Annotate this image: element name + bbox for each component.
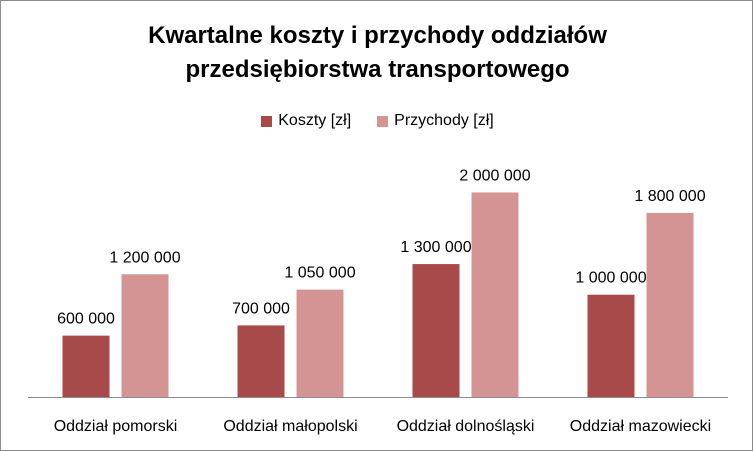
bar-koszty-1 (237, 325, 285, 397)
bar-przychody-2 (471, 192, 519, 397)
bar-koszty-2 (412, 264, 460, 397)
legend-label-przychody: Przychody [zł] (394, 112, 494, 129)
x-tick-label-1: Oddział małopolski (223, 418, 357, 435)
bar-przychody-0 (121, 274, 169, 397)
data-label-koszty-1: 700 000 (232, 300, 290, 317)
data-label-przychody-2: 2 000 000 (459, 167, 530, 184)
legend-item-przychody: Przychody [zł] (377, 112, 494, 130)
data-label-przychody-1: 1 050 000 (284, 265, 355, 282)
x-tick-label-2: Oddział dolnośląski (397, 418, 535, 435)
chart-legend: Koszty [zł] Przychody [zł] (1, 112, 753, 130)
bar-przychody-1 (296, 289, 344, 397)
legend-item-koszty: Koszty [zł] (261, 112, 351, 130)
data-label-koszty-3: 1 000 000 (575, 270, 646, 287)
x-tick-label-0: Oddział pomorski (54, 418, 178, 435)
data-label-koszty-0: 600 000 (57, 311, 115, 328)
data-label-przychody-0: 1 200 000 (109, 249, 180, 266)
legend-swatch-przychody (377, 115, 389, 127)
data-label-przychody-3: 1 800 000 (634, 188, 705, 205)
bar-koszty-3 (587, 294, 635, 397)
data-label-koszty-2: 1 300 000 (400, 239, 471, 256)
bar-koszty-0 (62, 335, 110, 397)
chart-title: Kwartalne koszty i przychody oddziałów p… (1, 19, 753, 87)
chart-title-line-2: przedsiębiorstwa transportowego (185, 56, 570, 83)
legend-label-koszty: Koszty [zł] (278, 112, 352, 129)
chart-title-line-1: Kwartalne koszty i przychody oddziałów (148, 22, 607, 49)
x-tick-label-3: Oddział mazowiecki (570, 418, 711, 435)
bar-przychody-3 (646, 212, 694, 397)
legend-swatch-koszty (261, 115, 273, 127)
